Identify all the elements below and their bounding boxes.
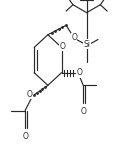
Text: O: O — [76, 68, 82, 77]
Text: O: O — [59, 42, 65, 51]
Text: O: O — [80, 107, 86, 116]
Text: O: O — [71, 33, 76, 42]
Text: Si: Si — [82, 40, 89, 49]
Text: O: O — [26, 90, 32, 98]
Text: O: O — [22, 132, 28, 141]
